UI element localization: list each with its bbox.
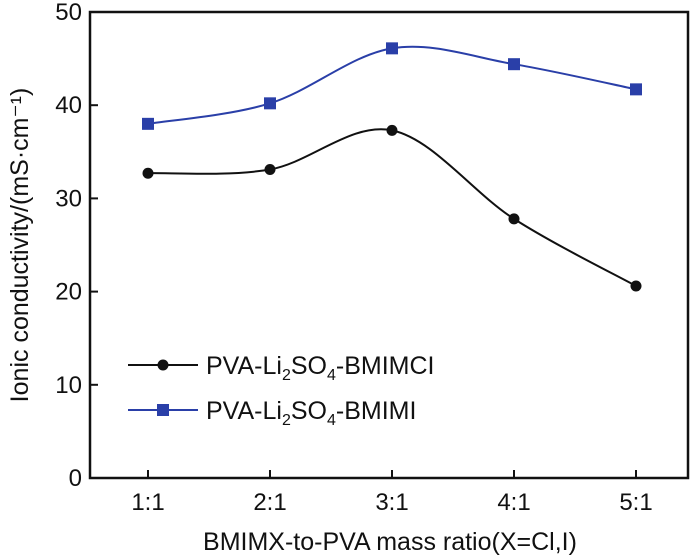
legend-item-series-1: PVA-Li2SO4-BMIMI [128,397,416,429]
data-point-series-1-3 [508,58,520,71]
data-point-series-0-4 [630,280,642,292]
legend-label-series-1: PVA-Li2SO4-BMIMI [206,397,416,429]
data-point-series-1-0 [142,117,154,130]
data-point-series-0-2 [386,124,398,136]
series-markers [142,42,642,292]
legend-marker-series-0 [157,359,169,371]
data-point-series-1-1 [264,97,276,110]
y-tick-label: 10 [55,372,82,399]
legend-marker-series-1 [157,404,169,416]
x-tick-label: 3:1 [375,489,408,516]
y-tick-label: 0 [69,465,82,492]
x-tick-label: 1:1 [131,489,164,516]
y-tick-label: 40 [55,92,82,119]
y-tick-label: 50 [55,0,82,26]
data-point-series-0-1 [264,164,276,176]
y-tick-label: 20 [55,279,82,306]
series-lines [147,45,637,287]
y-tick-label: 30 [55,185,82,212]
series-line-1 [147,45,637,125]
legend-item-series-0: PVA-Li2SO4-BMIMCI [128,352,435,384]
legend: PVA-Li2SO4-BMIMCI PVA-Li2SO4-BMIMI [128,352,435,429]
legend-label-series-0: PVA-Li2SO4-BMIMCI [206,352,435,384]
data-point-series-1-4 [630,83,642,96]
data-point-series-0-3 [508,213,520,225]
series-line-0 [147,128,637,287]
data-point-series-0-0 [142,167,154,179]
data-point-series-1-2 [386,42,398,55]
x-tick-label: 5:1 [619,489,652,516]
y-axis-title: Ionic conductivity/(mS·cm⁻¹) [6,88,34,403]
x-tick-label: 4:1 [497,489,530,516]
x-axis-title: BMIMX-to-PVA mass ratio(X=Cl,I) [203,528,577,556]
x-axis: 1:1 2:1 3:1 4:1 5:1 [131,470,653,516]
y-axis: 0 10 20 30 40 50 [55,0,98,492]
x-tick-label: 2:1 [253,489,286,516]
plot-frame [88,10,690,480]
